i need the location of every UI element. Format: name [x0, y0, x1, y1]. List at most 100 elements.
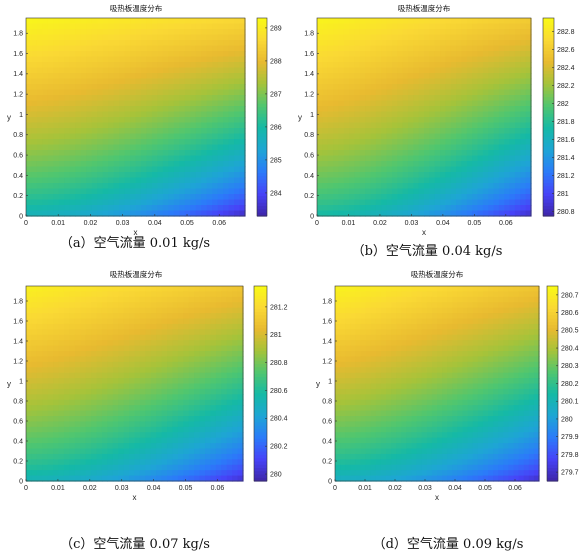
heatmap-cell	[140, 73, 148, 80]
heatmap-cell	[206, 172, 213, 179]
heatmap-cell	[156, 410, 163, 417]
colorbar-segment	[257, 189, 267, 194]
heatmap-cell	[97, 155, 104, 162]
heatmap-cell	[97, 210, 104, 217]
heatmap-cell	[134, 405, 141, 412]
colorbar-segment	[254, 328, 267, 333]
heatmap-cell	[161, 329, 168, 336]
heatmap-cell	[461, 139, 468, 146]
heatmap-cell	[194, 302, 201, 309]
heatmap-cell	[482, 100, 489, 107]
heatmap-cell	[161, 432, 168, 439]
heatmap-cell	[391, 323, 397, 330]
y-axis-label: y	[7, 380, 11, 389]
heatmap-cell	[96, 475, 103, 482]
heatmap-cell	[514, 144, 521, 151]
heatmap-cell	[134, 318, 141, 325]
heatmap-cell	[520, 95, 527, 102]
heatmap-cell	[391, 183, 398, 190]
heatmap-cell	[101, 307, 108, 314]
heatmap-cell	[123, 345, 130, 352]
heatmap-cell	[498, 100, 505, 107]
heatmap-cell	[156, 351, 163, 358]
heatmap-cell	[375, 111, 382, 118]
heatmap-cell	[226, 453, 233, 460]
heatmap-cell	[482, 318, 489, 325]
heatmap-cell	[445, 29, 452, 36]
heatmap-cell	[91, 128, 98, 135]
heatmap-cell	[139, 453, 146, 460]
heatmap-cell	[413, 67, 420, 74]
heatmap-cell	[173, 166, 180, 173]
heatmap-cell	[42, 34, 49, 41]
heatmap-cell	[375, 323, 382, 330]
heatmap-cell	[139, 399, 146, 406]
heatmap-cell	[184, 95, 191, 102]
heatmap-cell	[58, 144, 65, 151]
heatmap-cell	[472, 95, 479, 102]
heatmap-cell	[91, 405, 98, 412]
heatmap-cell	[190, 128, 197, 135]
heatmap-cell	[134, 378, 141, 385]
heatmap-cell	[26, 399, 33, 406]
heatmap-cell	[445, 210, 452, 217]
heatmap-cell	[239, 34, 246, 41]
heatmap-cell	[91, 432, 98, 439]
heatmap-cell	[498, 84, 505, 91]
heatmap-cell	[156, 394, 163, 401]
heatmap-cell	[42, 67, 49, 74]
heatmap-cell	[64, 183, 71, 190]
heatmap-cell	[91, 399, 98, 406]
heatmap-cell	[47, 340, 54, 347]
heatmap-cell	[391, 89, 398, 96]
colorbar-segment	[543, 93, 554, 98]
heatmap-cell	[424, 150, 430, 157]
heatmap-cell	[221, 459, 228, 466]
heatmap-cell	[156, 296, 163, 303]
heatmap-cell	[461, 78, 468, 85]
heatmap-cell	[75, 95, 82, 102]
heatmap-cell	[31, 188, 38, 195]
heatmap-cell	[42, 443, 49, 450]
heatmap-cell	[338, 150, 345, 157]
heatmap-cell	[91, 437, 98, 444]
heatmap-cell	[80, 183, 87, 190]
heatmap-cell	[139, 443, 146, 450]
heatmap-cell	[69, 111, 76, 118]
heatmap-cell	[102, 84, 109, 91]
heatmap-cell	[237, 432, 244, 439]
heatmap-cell	[205, 470, 212, 477]
heatmap-cell	[91, 100, 98, 107]
heatmap-cell	[401, 286, 407, 293]
heatmap-cell	[135, 100, 142, 107]
heatmap-cell	[91, 23, 98, 30]
heatmap-cell	[86, 100, 93, 107]
heatmap-cell	[80, 334, 87, 341]
heatmap-cell	[101, 296, 108, 303]
heatmap-cell	[450, 139, 457, 146]
heatmap-cell	[488, 62, 495, 69]
heatmap-cell	[333, 122, 339, 129]
y-tick-label: 1.8	[13, 31, 23, 38]
heatmap-cell	[74, 378, 81, 385]
heatmap-cell	[397, 205, 404, 212]
heatmap-cell	[426, 296, 433, 303]
heatmap-cell	[375, 95, 382, 102]
heatmap-cell	[167, 475, 174, 482]
colorbar-segment	[543, 166, 554, 171]
heatmap-cell	[205, 394, 212, 401]
heatmap-cell	[239, 117, 246, 124]
heatmap-cell	[135, 29, 142, 36]
heatmap-cell	[223, 177, 230, 184]
heatmap-cell	[123, 394, 130, 401]
heatmap-cell	[322, 23, 329, 30]
heatmap-cell	[42, 166, 49, 173]
heatmap-cell	[42, 356, 49, 363]
colorbar-segment	[543, 146, 554, 151]
heatmap-cell	[177, 416, 184, 423]
heatmap-cell	[47, 378, 54, 385]
heatmap-cell	[317, 78, 323, 85]
heatmap-cell	[386, 291, 392, 298]
heatmap-cell	[80, 345, 87, 352]
heatmap-cell	[42, 475, 49, 482]
